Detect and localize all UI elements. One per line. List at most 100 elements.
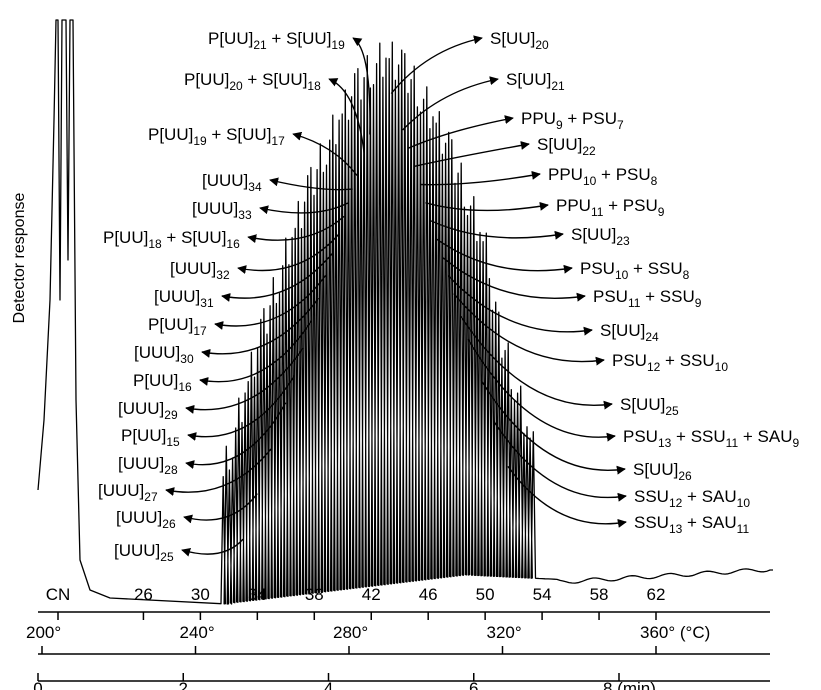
peak-annotation-label: PSU12 + SSU10	[612, 351, 728, 374]
peak-annotation-text: + S[UU]	[243, 70, 308, 89]
axes-group	[38, 611, 770, 682]
time-tick-label: 0	[33, 679, 42, 690]
peak-annotation-subscript: 25	[665, 404, 679, 418]
peak-annotation-label: PPU10 + PSU8	[548, 165, 658, 188]
time-tick-label: 6	[469, 679, 478, 690]
peak-annotation-subscript: 15	[166, 435, 180, 449]
peak-annotation-label: P[UU]20 + S[UU]18	[184, 70, 321, 93]
peak-annotation-subscript: 26	[678, 469, 692, 483]
peak-annotation-arrow	[408, 115, 514, 149]
peak-annotation-arrow	[390, 35, 483, 95]
peak-annotation-text: + SSU	[671, 427, 725, 446]
peak-annotation-label: [UUU]27	[98, 481, 158, 504]
peak-annotation-text: + S[UU]	[207, 125, 272, 144]
peak-annotation-subscript: 9	[792, 436, 799, 450]
peak-annotation-subscript: 12	[647, 360, 661, 374]
peak-annotation-arrow	[201, 297, 320, 358]
peak-annotation-text: PSU	[580, 259, 615, 278]
peak-annotation-label: [UUU]28	[118, 454, 178, 477]
time-tick-label: 4	[324, 679, 333, 690]
peak-annotation-text: PSU	[593, 287, 628, 306]
carbon-number-tick-label: 58	[590, 585, 609, 604]
peak-annotation-subscript: 19	[331, 38, 345, 52]
temperature-tick-label: 320°	[487, 623, 522, 642]
peak-annotation-text: + SSU	[640, 287, 694, 306]
carbon-number-tick-label: 54	[533, 585, 552, 604]
peak-annotation-text: S[UU]	[537, 135, 582, 154]
peak-annotation-text: + PSU	[563, 109, 617, 128]
peak-annotation-subscript: 27	[144, 490, 158, 504]
peak-annotation-text: [UUU]	[114, 541, 160, 560]
peak-annotation-label: P[UU]21 + S[UU]19	[208, 29, 345, 52]
peak-annotation-arrow	[199, 320, 312, 386]
peak-annotation-arrow	[187, 375, 295, 441]
peak-annotation-subscript: 16	[226, 237, 240, 251]
peak-annotation-text: S[UU]	[506, 70, 551, 89]
peak-annotation-label: S[UU]21	[506, 70, 565, 93]
peak-annotation-text: [UUU]	[118, 399, 164, 418]
peak-annotation-text: [UUU]	[154, 287, 200, 306]
peak-annotation-arrow	[467, 338, 616, 442]
peak-annotation-text: + S[UU]	[267, 29, 332, 48]
peak-annotation-text: [UUU]	[192, 199, 238, 218]
peak-annotation-label: S[UU]24	[600, 321, 659, 344]
peak-annotation-arrow	[425, 201, 549, 212]
peak-annotation-label: SSU13 + SAU11	[634, 513, 749, 536]
peak-annotation-text: S[UU]	[571, 225, 616, 244]
peak-annotation-subscript: 28	[164, 463, 178, 477]
temperature-tick-label: 240°	[180, 623, 215, 642]
peak-annotation-subscript: 7	[617, 118, 624, 132]
carbon-number-tick-label: 30	[191, 585, 210, 604]
peak-annotation-text: P[UU]	[184, 70, 229, 89]
peak-annotation-text: SSU	[634, 487, 669, 506]
peak-annotation-subscript: 13	[658, 436, 672, 450]
peak-annotation-arrow	[507, 465, 627, 528]
peak-annotation-subscript: 26	[162, 517, 176, 531]
peak-annotation-subscript: 10	[615, 268, 629, 282]
peak-annotation-text: + PSU	[603, 196, 657, 215]
peak-annotation-arrow	[237, 234, 340, 274]
peak-annotation-label: [UUU]32	[170, 259, 230, 282]
temperature-tick-label: 280°	[333, 623, 368, 642]
peak-annotation-arrow	[402, 76, 499, 131]
peak-annotation-label: [UUU]34	[202, 171, 262, 194]
peak-annotation-subscript: 11	[726, 436, 739, 450]
peak-annotation-subscript: 34	[248, 180, 262, 194]
peak-annotation-label: SSU12 + SAU10	[634, 487, 750, 510]
peak-annotation-label: [UUU]29	[118, 399, 178, 422]
peak-annotation-text: P[UU]	[103, 228, 148, 247]
peak-annotation-subscript: 8	[683, 268, 690, 282]
peak-annotation-subscript: 32	[216, 268, 230, 282]
peak-annotation-text: P[UU]	[208, 29, 253, 48]
peak-annotation-arrow	[328, 78, 365, 153]
peak-annotation-text: S[UU]	[490, 29, 535, 48]
peak-annotation-text: PSU	[623, 427, 658, 446]
carbon-number-tick-label: 38	[305, 585, 324, 604]
peak-annotation-label: S[UU]22	[537, 135, 596, 158]
peak-annotation-label: PSU13 + SSU11 + SAU9	[623, 427, 799, 450]
peak-annotation-label: S[UU]26	[633, 460, 692, 483]
peak-annotation-arrow	[447, 275, 593, 336]
peak-annotation-arrow	[165, 447, 273, 496]
peak-annotation-arrow	[493, 420, 627, 502]
peak-annotation-subscript: 8	[651, 174, 658, 188]
peak-annotation-arrow	[453, 293, 605, 366]
peak-annotation-label: [UUU]31	[154, 287, 214, 310]
peak-annotation-text: S[UU]	[600, 321, 645, 340]
peak-annotation-label: PPU9 + PSU7	[521, 109, 624, 132]
carbon-number-tick-label: 50	[476, 585, 495, 604]
peak-annotation-subscript: 9	[556, 118, 563, 132]
peak-annotation-subscript: 31	[200, 296, 214, 310]
peak-annotation-arrow	[419, 170, 541, 186]
peak-annotation-subscript: 10	[737, 496, 751, 510]
peak-annotation-subscript: 18	[148, 237, 162, 251]
carbon-number-tick-label: 26	[134, 585, 153, 604]
peak-annotation-subscript: 12	[669, 496, 683, 510]
peak-annotation-text: + SSU	[628, 259, 682, 278]
peak-annotation-arrow	[185, 402, 287, 469]
annotation-label-layer: [UUU]25[UUU]26[UUU]27[UUU]28P[UU]15[UUU]…	[98, 29, 799, 564]
peak-annotation-arrow	[214, 275, 327, 330]
peak-annotation-arrow	[430, 220, 564, 240]
